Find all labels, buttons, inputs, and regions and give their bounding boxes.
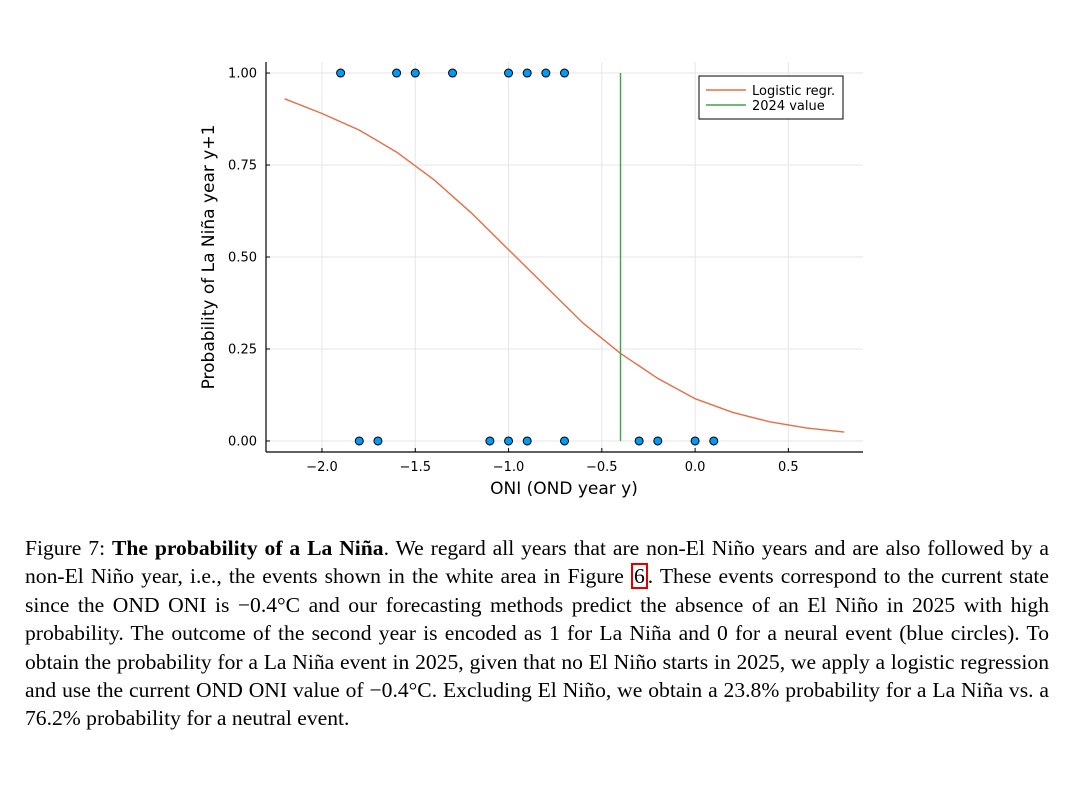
data-point (690, 436, 700, 446)
legend-label-logistic: Logistic regr. (752, 84, 835, 99)
y-tick-label: 0.75 (228, 159, 257, 174)
points-layer (336, 68, 719, 446)
x-tick-label: 0.0 (685, 460, 706, 475)
data-point (448, 68, 458, 78)
data-point (373, 436, 383, 446)
x-axis-label: ONI (OND year y) (490, 479, 638, 499)
figure-caption: Figure 7: The probability of a La Niña. … (25, 534, 1049, 733)
data-point (504, 68, 514, 78)
data-point (504, 436, 514, 446)
y-tick-label: 1.00 (228, 67, 257, 82)
y-tick-label: 0.25 (228, 342, 257, 357)
data-point (634, 436, 644, 446)
figure-reference-link[interactable]: 6 (630, 563, 648, 590)
y-tick-label: 0.50 (228, 251, 257, 266)
grid (266, 62, 863, 452)
data-point (410, 68, 420, 78)
y-ticks: 0.00 0.25 0.50 0.75 1.00 (228, 67, 270, 449)
data-point (709, 436, 719, 446)
caption-title: The probability of a La Niña (111, 536, 384, 560)
logistic-regression-chart: −2.0 −1.5 −1.0 −0.5 0.0 0.5 0.00 0.25 0.50 0.75 1… (199, 62, 863, 499)
data-point (522, 436, 532, 446)
x-tick-label: 0.5 (778, 460, 799, 475)
caption-text-1: . We regard all years that are non-El Ni… (25, 536, 1049, 589)
data-point (354, 436, 364, 446)
x-tick-label: −1.0 (493, 460, 525, 475)
legend-label-2024: 2024 value (752, 99, 825, 114)
x-tick-label: −1.5 (399, 460, 431, 475)
x-ticks: −2.0 −1.5 −1.0 −0.5 0.0 0.5 (306, 448, 799, 475)
x-tick-label: −0.5 (586, 460, 618, 475)
logistic-regression-curve (284, 98, 845, 433)
data-point (653, 436, 663, 446)
y-axis-label: Probability of La Niña year y+1 (199, 125, 219, 390)
caption-text-2: . These events correspond to the current… (25, 564, 1049, 731)
data-point (522, 68, 532, 78)
x-tick-label: −2.0 (306, 460, 338, 475)
series-layer (284, 73, 845, 441)
figure-7: −2.0 −1.5 −1.0 −0.5 0.0 0.5 0.00 0.25 0.50 0.75 1… (199, 62, 863, 499)
caption-label: Figure 7: (25, 536, 106, 560)
data-point (485, 436, 495, 446)
y-tick-label: 0.00 (228, 434, 257, 449)
data-point (392, 68, 402, 78)
data-point (336, 68, 346, 78)
data-point (560, 68, 569, 78)
legend: Logistic regr. 2024 value (698, 75, 844, 120)
data-point (560, 436, 569, 446)
legend-box (698, 75, 844, 120)
data-point (541, 68, 551, 78)
